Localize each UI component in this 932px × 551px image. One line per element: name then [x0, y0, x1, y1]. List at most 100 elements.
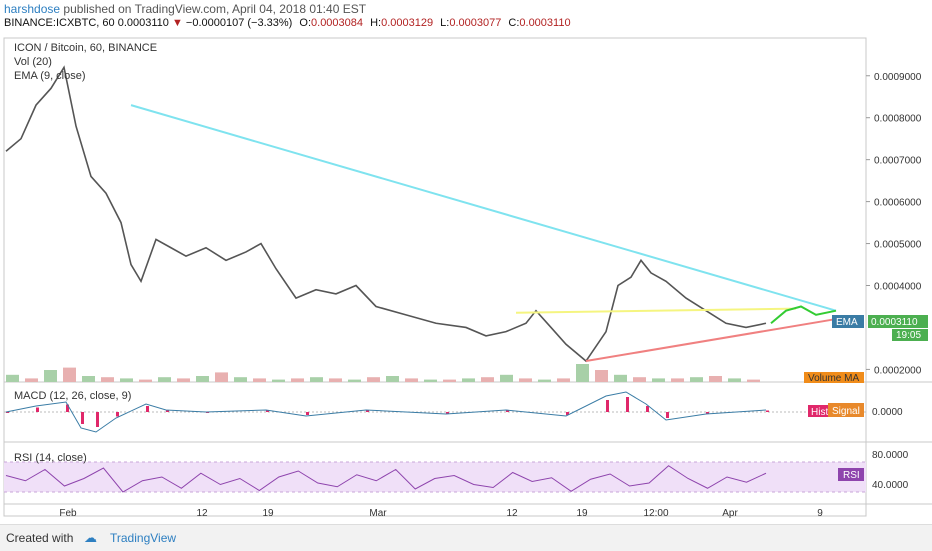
ema-tag: EMA: [836, 317, 858, 328]
volume-bar: [253, 378, 266, 382]
macd-hist-bar: [266, 410, 269, 412]
macd-hist-bar: [116, 412, 119, 417]
time-axis: Feb 12 19 Mar 12 19 12:00 Apr 9: [59, 508, 823, 519]
macd-hist-bar: [81, 412, 84, 424]
volume-bar: [44, 370, 57, 382]
macd-hist-bar: [446, 412, 449, 414]
macd-hist-bar: [96, 412, 99, 427]
trendline-ascending: [585, 318, 837, 363]
price-tag: 0.0003110: [871, 317, 918, 328]
macd-hist-bar: [306, 412, 309, 415]
price-change: −0.0000107 (−3.33%): [185, 17, 293, 29]
hist-tag-bg: [808, 405, 828, 417]
price-tick-label: 0.0004000: [874, 282, 922, 293]
volume-bar: [538, 379, 551, 382]
volume-bar: [614, 374, 627, 382]
time-tick-label: 19: [262, 508, 274, 519]
volume-bar: [215, 372, 228, 382]
time-tick-label: Feb: [59, 508, 77, 519]
time-tag-bg: [892, 329, 928, 341]
volume-bar: [386, 376, 399, 382]
price-series: [5, 65, 767, 363]
volume-bar: [462, 378, 475, 382]
macd-indicator-label[interactable]: MACD (12, 26, close, 9): [14, 390, 132, 402]
chart-canvas[interactable]: 0.0009000 0.0008000 0.0007000 0.0006000 0.00…: [0, 32, 932, 524]
macd-hist-bar: [66, 404, 69, 412]
rsi-axis-top: 80.0000: [872, 450, 909, 461]
ema-indicator-label[interactable]: EMA (9, close): [14, 70, 86, 82]
ohlc-line: BINANCE:ICXBTC, 60 0.0003110 ▼ −0.000010…: [4, 17, 571, 29]
volume-bar: [728, 378, 741, 382]
volume-bar: [329, 378, 342, 382]
volume-bar: [25, 378, 38, 382]
volume-bar: [690, 377, 703, 382]
signal-tag-bg: [828, 403, 864, 417]
rsi-tag-bg: [838, 468, 864, 481]
volume-bar: [234, 377, 247, 382]
last-price: 0.0003110: [117, 17, 169, 29]
close-label: C:: [508, 17, 520, 29]
volume-bar: [310, 377, 323, 382]
hist-tag: Hist: [811, 407, 828, 418]
volume-bar: [272, 379, 285, 382]
volume-bar: [576, 364, 589, 382]
volume-bar: [101, 377, 114, 382]
projection-curve: [770, 305, 837, 325]
rsi-band: [4, 462, 866, 492]
price-axis: 0.0009000 0.0008000 0.0007000 0.0006000 0.00…: [866, 72, 922, 376]
volume-bar: [348, 379, 361, 382]
price-tick-label: 0.0008000: [874, 114, 922, 125]
rsi-tag: RSI: [843, 470, 860, 481]
price-line: [5, 65, 767, 363]
macd-axis-label: 0.0000: [872, 407, 903, 418]
time-tick-label: 9: [817, 508, 823, 519]
macd-hist-bar: [566, 412, 569, 415]
macd-hist-bar: [166, 410, 169, 412]
trendline-descending: [130, 104, 837, 312]
rsi-line: [5, 465, 767, 493]
low-label: L:: [440, 17, 450, 29]
volume-bar: [82, 376, 95, 382]
macd-series: [4, 391, 866, 433]
footer: Created with ☁ TradingView: [0, 524, 932, 551]
volume-bar: [291, 378, 304, 382]
vol-indicator-label[interactable]: Vol (20): [14, 56, 52, 68]
price-tick-label: 0.0006000: [874, 198, 922, 209]
time-tick-label: 12: [196, 508, 208, 519]
time-tick-label: 12: [506, 508, 518, 519]
macd-hist-bar: [666, 412, 669, 418]
volume-bar: [196, 376, 209, 382]
down-arrow-icon: ▼: [171, 17, 183, 29]
volume-bar: [709, 376, 722, 382]
volume-bar: [177, 378, 190, 382]
volume-bar: [633, 377, 646, 382]
author-link[interactable]: harshdose: [4, 2, 61, 16]
price-tick-label: 0.0009000: [874, 72, 922, 83]
rsi-series: [5, 465, 767, 493]
high-value: 0.0003129: [381, 17, 434, 29]
macd-line: [5, 391, 767, 433]
tradingview-brand-link[interactable]: TradingView: [110, 531, 177, 545]
macd-hist-bar: [506, 410, 509, 412]
macd-hist-bar: [6, 412, 9, 413]
macd-hist-bar: [366, 410, 369, 412]
trendlines: [130, 104, 837, 363]
volume-bar: [158, 377, 171, 382]
rsi-indicator-label[interactable]: RSI (14, close): [14, 452, 87, 464]
volume-bars: [6, 364, 760, 382]
macd-hist-bar: [606, 400, 609, 412]
volume-bar: [367, 377, 380, 382]
time-tick-label: 19: [576, 508, 588, 519]
chart-frame: [3, 37, 867, 517]
publish-line: harshdose published on TradingView.com, …: [4, 2, 366, 16]
volume-ma-tag: Volume MA: [808, 373, 859, 384]
volume-bar: [120, 378, 133, 382]
volume-bar: [595, 370, 608, 382]
volume-bar: [63, 367, 76, 382]
price-tag-bg: [868, 315, 928, 328]
volume-bar: [557, 378, 570, 382]
close-value: 0.0003110: [519, 17, 571, 29]
time-tick-label: 12:00: [643, 508, 668, 519]
rsi-axis-bottom: 40.0000: [872, 480, 909, 491]
high-label: H:: [370, 17, 382, 29]
